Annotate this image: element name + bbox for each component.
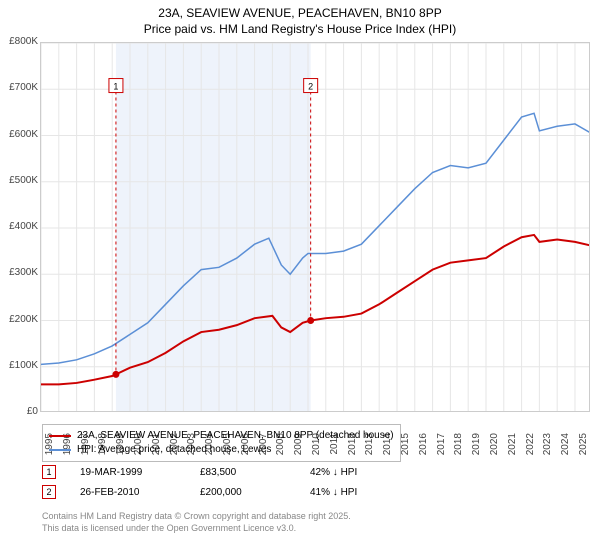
x-tick-label: 2017 (436, 433, 447, 463)
y-tick-label: £200K (0, 314, 38, 325)
legend-swatch (49, 435, 71, 437)
x-tick-label: 2020 (489, 433, 500, 463)
legend-label: 23A, SEAVIEW AVENUE, PEACEHAVEN, BN10 8P… (77, 429, 394, 443)
svg-text:2: 2 (308, 82, 313, 92)
x-tick-label: 2015 (400, 433, 411, 463)
footer-line2: This data is licensed under the Open Gov… (42, 522, 351, 534)
legend-label: HPI: Average price, detached house, Lewe… (77, 443, 271, 457)
legend-swatch (49, 449, 71, 451)
x-tick-label: 2019 (471, 433, 482, 463)
marker-date: 19-MAR-1999 (80, 467, 200, 478)
y-tick-label: £800K (0, 36, 38, 47)
x-tick-label: 2023 (542, 433, 553, 463)
x-tick-label: 2022 (525, 433, 536, 463)
chart-footer: Contains HM Land Registry data © Crown c… (42, 510, 351, 534)
y-tick-label: £700K (0, 82, 38, 93)
x-tick-label: 2016 (418, 433, 429, 463)
y-tick-label: £500K (0, 175, 38, 186)
marker-pct: 42% ↓ HPI (310, 467, 410, 478)
marker-badge: 2 (42, 485, 56, 499)
svg-text:1: 1 (113, 82, 118, 92)
x-tick-label: 2018 (453, 433, 464, 463)
legend: 23A, SEAVIEW AVENUE, PEACEHAVEN, BN10 8P… (42, 424, 401, 462)
legend-item: 23A, SEAVIEW AVENUE, PEACEHAVEN, BN10 8P… (49, 429, 394, 443)
x-tick-label: 2025 (578, 433, 589, 463)
y-tick-label: £300K (0, 267, 38, 278)
marker-badge: 1 (42, 465, 56, 479)
marker-pct: 41% ↓ HPI (310, 487, 410, 498)
footer-line1: Contains HM Land Registry data © Crown c… (42, 510, 351, 522)
x-tick-label: 2024 (560, 433, 571, 463)
chart-plot: 12 (40, 42, 590, 412)
y-tick-label: £600K (0, 129, 38, 140)
x-tick-label: 2021 (507, 433, 518, 463)
marker-row: 1 19-MAR-1999£83,50042% ↓ HPI (42, 462, 410, 482)
y-tick-label: £0 (0, 406, 38, 417)
marker-date: 26-FEB-2010 (80, 487, 200, 498)
marker-price: £200,000 (200, 487, 310, 498)
chart-area: 12 £0£100K£200K£300K£400K£500K£600K£700K… (40, 42, 590, 412)
chart-container: 23A, SEAVIEW AVENUE, PEACEHAVEN, BN10 8P… (0, 0, 600, 560)
chart-title-line1: 23A, SEAVIEW AVENUE, PEACEHAVEN, BN10 8P… (0, 0, 600, 20)
legend-item: HPI: Average price, detached house, Lewe… (49, 443, 394, 457)
marker-table: 1 19-MAR-1999£83,50042% ↓ HPI 2 26-FEB-2010… (42, 462, 410, 502)
y-tick-label: £100K (0, 360, 38, 371)
marker-row: 2 26-FEB-2010£200,00041% ↓ HPI (42, 482, 410, 502)
chart-title-line2: Price paid vs. HM Land Registry's House … (0, 20, 600, 36)
y-tick-label: £400K (0, 221, 38, 232)
marker-price: £83,500 (200, 467, 310, 478)
